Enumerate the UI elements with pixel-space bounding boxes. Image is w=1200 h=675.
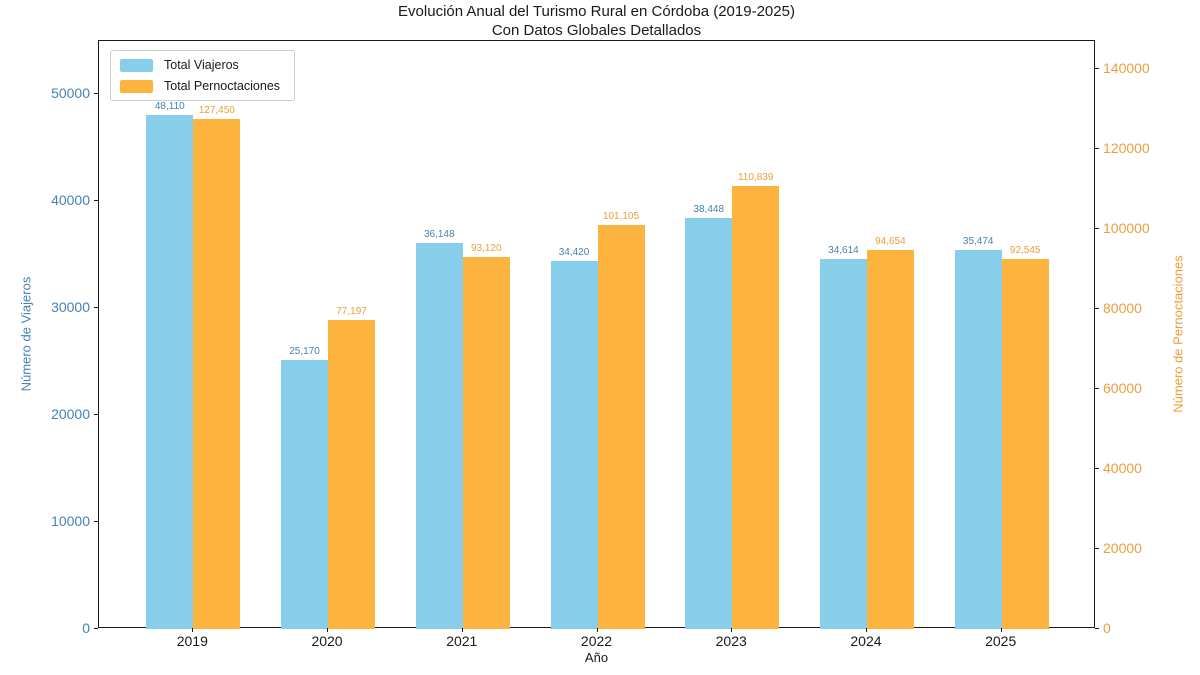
bar-total-pernoctaciones-2021 bbox=[462, 256, 510, 629]
y-tick-right bbox=[1095, 548, 1099, 549]
chart-title: Evolución Anual del Turismo Rural en Cór… bbox=[398, 3, 795, 20]
bar-total-pernoctaciones-2020 bbox=[328, 320, 376, 629]
y-tick-label-left: 0 bbox=[82, 620, 90, 636]
legend-item-total-pernoctaciones: Total Pernoctaciones bbox=[120, 79, 280, 93]
x-tick bbox=[865, 628, 867, 632]
x-axis-label: Año bbox=[584, 650, 609, 665]
bar-value-label-total-viajeros-2024: 34,614 bbox=[828, 244, 859, 256]
bar-value-label-total-pernoctaciones-2022: 101,105 bbox=[602, 210, 640, 222]
y-tick-left bbox=[94, 93, 98, 95]
y-tick-left bbox=[94, 521, 98, 523]
x-tick-label-2021: 2021 bbox=[446, 633, 478, 649]
bar-total-viajeros-2020 bbox=[281, 359, 329, 629]
y-tick-label-right: 20000 bbox=[1103, 540, 1142, 556]
x-tick-label-2022: 2022 bbox=[580, 633, 613, 649]
legend-swatch bbox=[120, 58, 153, 72]
y-tick-left bbox=[94, 200, 98, 202]
x-tick-label-2019: 2019 bbox=[176, 633, 208, 649]
bar-value-label-total-viajeros-2019: 48,110 bbox=[154, 100, 185, 112]
bar-value-label-total-viajeros-2020: 25,170 bbox=[289, 345, 320, 357]
x-tick-label-2020: 2020 bbox=[311, 633, 343, 649]
legend-swatch bbox=[120, 79, 153, 93]
y-axis-label-left: Número de Viajeros bbox=[18, 276, 34, 392]
y-tick-label-right: 0 bbox=[1103, 620, 1111, 636]
bar-total-pernoctaciones-2022 bbox=[597, 224, 645, 629]
bar-total-pernoctaciones-2025 bbox=[1001, 258, 1049, 629]
bar-total-viajeros-2021 bbox=[415, 242, 463, 629]
legend-item-total-viajeros: Total Viajeros bbox=[120, 58, 280, 72]
x-tick bbox=[596, 628, 598, 632]
bar-total-viajeros-2023 bbox=[685, 217, 733, 629]
bar-value-label-total-pernoctaciones-2019: 127,450 bbox=[198, 105, 235, 117]
bar-value-label-total-pernoctaciones-2025: 92,545 bbox=[1009, 244, 1041, 256]
y-tick-left bbox=[94, 307, 98, 309]
bar-total-pernoctaciones-2023 bbox=[732, 185, 780, 629]
y-tick-right bbox=[1095, 308, 1099, 309]
x-tick bbox=[192, 628, 194, 632]
x-tick bbox=[327, 628, 329, 632]
x-tick-label-2023: 2023 bbox=[715, 633, 747, 649]
bar-value-label-total-viajeros-2021: 36,148 bbox=[423, 228, 455, 240]
bar-total-pernoctaciones-2019 bbox=[193, 119, 241, 629]
plot-area: 48,110 25,170 36,148 34,420 38,448 34,614 35,4… bbox=[98, 40, 1095, 629]
x-tick-label-2024: 2024 bbox=[850, 633, 882, 649]
y-tick-right bbox=[1095, 388, 1099, 389]
bar-value-label-total-pernoctaciones-2024: 94,654 bbox=[875, 236, 906, 248]
y-tick-label-left: 20000 bbox=[51, 406, 90, 423]
y-tick-label-left: 10000 bbox=[51, 513, 90, 530]
bar-value-label-total-viajeros-2025: 35,474 bbox=[962, 235, 994, 247]
x-tick bbox=[1000, 628, 1002, 632]
bar-value-label-total-pernoctaciones-2020: 77,197 bbox=[336, 306, 367, 318]
bar-total-viajeros-2019 bbox=[146, 114, 194, 629]
y-tick-right bbox=[1095, 148, 1099, 149]
legend-label: Total Pernoctaciones bbox=[164, 79, 281, 93]
x-tick-label-2025: 2025 bbox=[985, 633, 1017, 649]
y-tick-left bbox=[94, 414, 98, 416]
bar-value-label-total-pernoctaciones-2021: 93,120 bbox=[470, 242, 502, 254]
chart-subtitle: Con Datos Globales Detallados bbox=[491, 22, 702, 39]
y-tick-right bbox=[1095, 468, 1099, 469]
y-tick-label-left: 50000 bbox=[51, 85, 90, 102]
bar-value-label-total-viajeros-2023: 38,448 bbox=[693, 203, 725, 215]
y-tick-label-left: 30000 bbox=[51, 299, 90, 316]
title-block: Evolución Anual del Turismo Rural en Cór… bbox=[98, 2, 1095, 40]
y-tick-label-right: 40000 bbox=[1103, 460, 1142, 476]
bar-total-pernoctaciones-2024 bbox=[866, 250, 914, 629]
bar-value-label-total-viajeros-2022: 34,420 bbox=[558, 247, 590, 259]
bar-total-viajeros-2022 bbox=[550, 261, 598, 629]
x-tick bbox=[731, 628, 733, 632]
y-tick-left bbox=[94, 628, 98, 629]
legend-label: Total Viajeros bbox=[164, 58, 239, 72]
bar-total-viajeros-2025 bbox=[954, 249, 1002, 629]
y-tick-label-left: 40000 bbox=[51, 192, 90, 209]
y-tick-label-right: 140000 bbox=[1103, 60, 1150, 76]
bar-total-viajeros-2024 bbox=[819, 258, 867, 629]
y-tick-right bbox=[1095, 68, 1099, 69]
y-axis-label-right: Número de Pernoctaciones bbox=[1170, 255, 1186, 413]
y-tick-label-right: 60000 bbox=[1103, 380, 1142, 396]
bar-value-label-total-pernoctaciones-2023: 110,839 bbox=[738, 171, 774, 183]
y-tick-right bbox=[1095, 628, 1099, 629]
x-tick bbox=[461, 628, 463, 632]
y-tick-right bbox=[1095, 228, 1099, 229]
legend: Total Viajeros Total Pernoctaciones bbox=[110, 50, 296, 101]
y-tick-label-right: 120000 bbox=[1103, 140, 1150, 156]
y-tick-label-right: 100000 bbox=[1103, 220, 1150, 236]
y-tick-label-right: 80000 bbox=[1103, 300, 1142, 316]
